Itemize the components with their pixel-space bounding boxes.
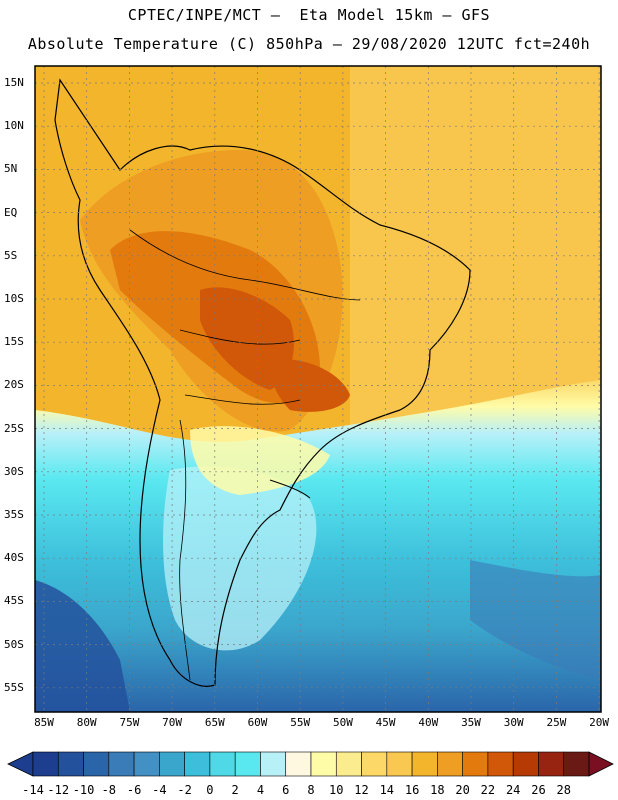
- colorbar-tick-label: 16: [404, 783, 420, 797]
- lon-label: 85W: [34, 716, 54, 729]
- colorbar-tick-label: 20: [455, 783, 470, 797]
- map-frame: [34, 65, 602, 713]
- lon-label: 20W: [589, 716, 610, 729]
- lat-label: 50S: [4, 637, 24, 651]
- field-atlantic-cold: [470, 560, 601, 680]
- colorbar-swatch: [133, 751, 160, 777]
- colorbar-swatch: [310, 751, 337, 777]
- lon-label: 75W: [119, 716, 140, 729]
- colorbar-tick-label: 4: [256, 783, 265, 797]
- colorbar-swatch: [437, 751, 463, 777]
- lon-label: 40W: [418, 716, 439, 729]
- map-field: [35, 66, 601, 712]
- colorbar-tick-label: -8: [101, 783, 117, 797]
- border-line: [129, 229, 361, 301]
- colorbar-tick-label: 24: [505, 783, 521, 797]
- lat-label: 15S: [4, 335, 24, 349]
- lon-label: 45W: [375, 716, 396, 729]
- field-pampas: [190, 426, 330, 495]
- colorbar-tick-label: 28: [556, 783, 571, 797]
- field-brazil-core: [269, 359, 350, 412]
- colorbar-tick-label: -10: [72, 783, 95, 797]
- colorbar-tick-label: 22: [480, 783, 496, 797]
- lat-label: 20S: [4, 378, 24, 392]
- colorbar-tick-label: -2: [177, 783, 192, 797]
- lat-label: 5S: [4, 248, 18, 262]
- colorbar-swatch: [487, 751, 514, 777]
- colorbar-swatch: [538, 751, 565, 777]
- colorbar-swatch: [563, 751, 590, 777]
- colorbar-swatch: [184, 751, 211, 777]
- lat-label: 40S: [4, 551, 24, 565]
- lat-label: 10N: [4, 119, 24, 133]
- lat-label: 30S: [4, 464, 24, 478]
- colorbar-tick-label: 8: [307, 783, 315, 797]
- lat-label: 45S: [4, 594, 24, 608]
- continent-outline: [54, 78, 471, 687]
- field-southern-ocean: [35, 380, 601, 712]
- colorbar-arrow-high: [588, 751, 614, 777]
- colorbar-swatch: [285, 751, 312, 777]
- lon-label: 35W: [461, 716, 481, 729]
- colorbar: [7, 751, 614, 777]
- colorbar-swatch: [260, 751, 287, 777]
- lon-label: 80W: [76, 716, 97, 729]
- colorbar-swatch: [32, 751, 59, 777]
- colorbar-swatch: [234, 751, 261, 777]
- colorbar-tick-label: 2: [231, 783, 239, 797]
- river-plate: [269, 479, 311, 499]
- grid-lines: [35, 66, 601, 712]
- colorbar-tick-label: 14: [379, 783, 395, 797]
- colorbar-swatch: [386, 751, 413, 777]
- lat-label: EQ: [4, 205, 18, 219]
- field-pacific-cold: [35, 580, 130, 712]
- colorbar-swatch: [512, 751, 539, 777]
- border-line: [179, 419, 191, 681]
- field-atlantic: [350, 66, 601, 426]
- colorbar-tick-label: -4: [152, 783, 167, 797]
- colorbar-tick-label: -12: [47, 783, 70, 797]
- lat-label: 10S: [4, 292, 24, 305]
- colorbar-arrow-low: [7, 751, 34, 777]
- lon-label: 25W: [546, 716, 567, 729]
- colorbar-swatch: [57, 751, 84, 777]
- lon-label: 55W: [290, 716, 311, 729]
- colorbar-swatch: [83, 751, 110, 777]
- title-line-1: CPTEC/INPE/MCT – Eta Model 15km – GFS: [127, 6, 491, 24]
- colorbar-tick-label: -6: [126, 783, 142, 797]
- colorbar-tick-label: 6: [282, 783, 290, 797]
- lat-label: 5N: [4, 162, 18, 176]
- colorbar-swatch: [462, 751, 489, 777]
- lon-label: 65W: [204, 716, 225, 729]
- colorbar-swatch: [411, 751, 438, 777]
- colorbar-tick-label: 18: [430, 783, 445, 797]
- border-line: [184, 394, 301, 405]
- lon-label: 70W: [162, 716, 183, 729]
- lat-label: 25S: [4, 421, 24, 435]
- colorbar-tick-label: 0: [206, 783, 214, 797]
- lon-label: 60W: [247, 716, 268, 729]
- colorbar-swatch: [361, 751, 388, 777]
- colorbar-tick-label: 12: [354, 783, 369, 797]
- colorbar-swatch: [159, 751, 185, 777]
- lon-label: 50W: [332, 716, 353, 729]
- lat-label: 55S: [4, 680, 24, 694]
- colorbar-tick-label: -14: [22, 783, 44, 797]
- colorbar-swatch: [108, 751, 135, 777]
- lon-label: 30W: [503, 716, 524, 729]
- colorbar-tick-label: 26: [531, 783, 546, 797]
- lat-label: 35S: [4, 508, 24, 521]
- colorbar-tick-label: 10: [329, 783, 344, 797]
- colorbar-swatch: [335, 751, 362, 777]
- title-line-2: Absolute Temperature (C) 850hPa – 29/08/…: [27, 35, 591, 53]
- lat-label: 15N: [4, 76, 24, 89]
- colorbar-swatch: [209, 751, 236, 777]
